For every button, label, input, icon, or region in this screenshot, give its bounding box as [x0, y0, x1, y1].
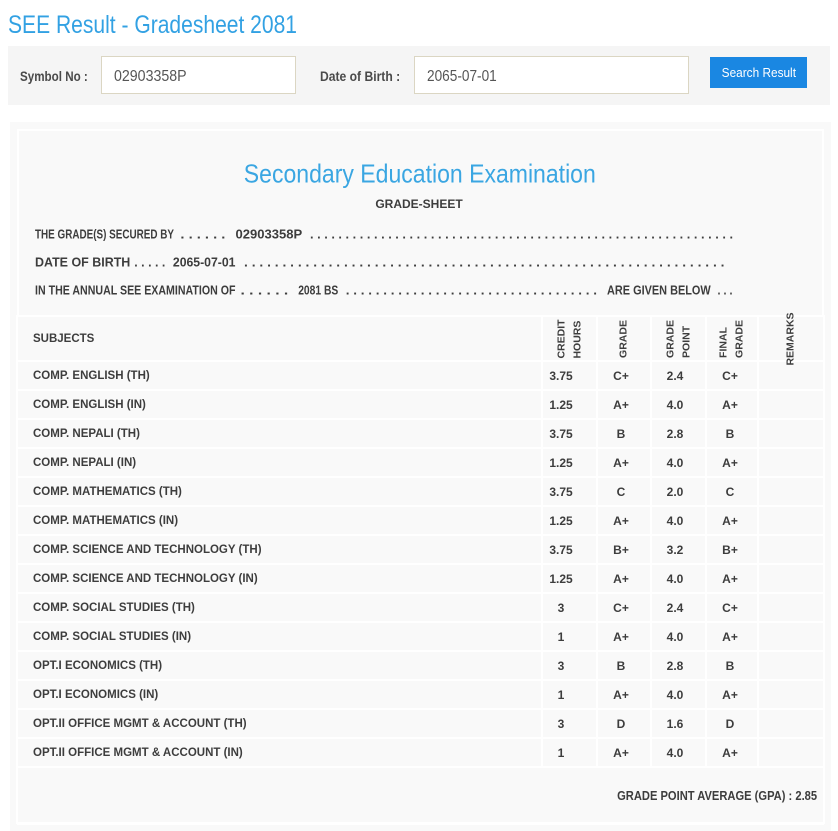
- svg-text:Secondary Education Examinatio: Secondary Education Examination: [244, 158, 596, 188]
- svg-text:. . . . . .: . . . . . .: [180, 228, 225, 242]
- svg-text:. . . . . . . . . . . . . . .: . . . . . . . . . . . . . . . . . . . . …: [244, 256, 725, 270]
- svg-text:IN THE ANNUAL SEE EXAMINATION: IN THE ANNUAL SEE EXAMINATION OF: [35, 284, 236, 298]
- svg-text:. . . . . .: . . . . . .: [241, 284, 289, 298]
- svg-text:THE GRADE(S) SECURED BY: THE GRADE(S) SECURED BY: [35, 228, 175, 242]
- svg-text:2081 BS: 2081 BS: [298, 284, 338, 298]
- svg-text:. . .: . . .: [718, 284, 733, 298]
- svg-text:. . . . . . . . . . . . . . .: . . . . . . . . . . . . . . . . . . . . …: [310, 228, 733, 242]
- svg-text:ARE GIVEN BELOW: ARE GIVEN BELOW: [607, 284, 711, 298]
- svg-text:SEE Result - Gradesheet 2081: SEE Result - Gradesheet 2081: [8, 11, 297, 39]
- svg-text:. . . . .: . . . . .: [134, 256, 165, 270]
- svg-text:DATE OF BIRTH: DATE OF BIRTH: [35, 256, 130, 270]
- svg-text:02903358P: 02903358P: [236, 228, 303, 242]
- svg-text:2065-07-01: 2065-07-01: [173, 256, 236, 270]
- svg-text:. . . . . . . . . . . . . . .: . . . . . . . . . . . . . . . . . . . . …: [346, 284, 597, 298]
